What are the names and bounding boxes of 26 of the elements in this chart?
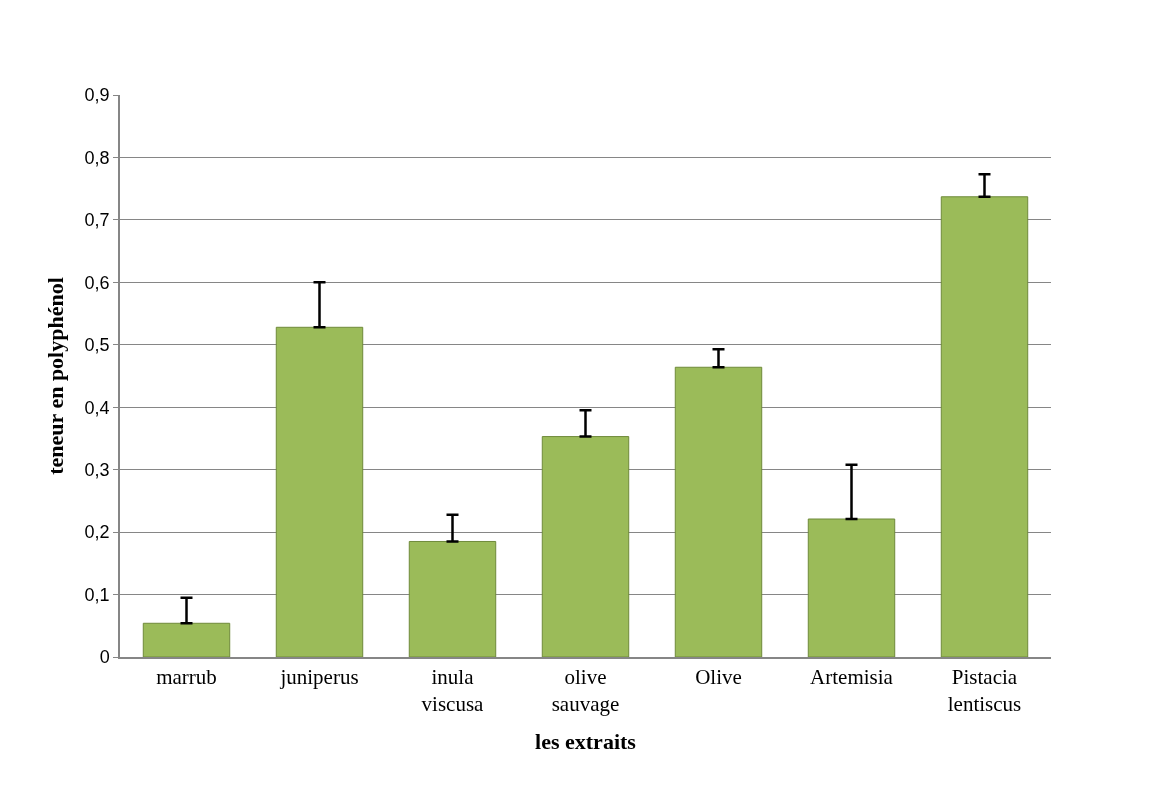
x-tick-label: juniperus (279, 664, 359, 689)
x-tick-label: Artemisia (810, 664, 894, 689)
y-tick-label: 0,7 (84, 210, 110, 231)
y-tick-label: 0 (99, 647, 110, 668)
y-tick-label: 0,2 (84, 522, 110, 543)
y-tick-label: 0,1 (84, 584, 110, 605)
y-tick-label: 0,9 (84, 85, 110, 106)
bar (674, 366, 763, 657)
bar (807, 518, 896, 657)
y-tick-label: 0,3 (84, 459, 110, 480)
bar (940, 196, 1029, 657)
y-tick-label: 0,8 (84, 147, 110, 168)
bar (142, 622, 231, 657)
bar (275, 326, 364, 657)
y-tick-label: 0,5 (84, 335, 110, 356)
x-tick-label: Olive (695, 664, 742, 689)
y-tick-label: 0,6 (84, 272, 110, 293)
x-tick-label: inula viscusa (421, 664, 485, 717)
x-axis-title: les extraits (535, 728, 637, 754)
x-tick-label: marrub (156, 664, 217, 689)
bar (541, 436, 630, 657)
y-axis-title: teneur en polyphénol (42, 277, 68, 475)
x-tick-label: olive sauvage (551, 664, 620, 717)
bar (408, 540, 497, 657)
y-tick-label: 0,4 (84, 397, 110, 418)
x-tick-label: Pistacia lentiscus (947, 664, 1022, 717)
